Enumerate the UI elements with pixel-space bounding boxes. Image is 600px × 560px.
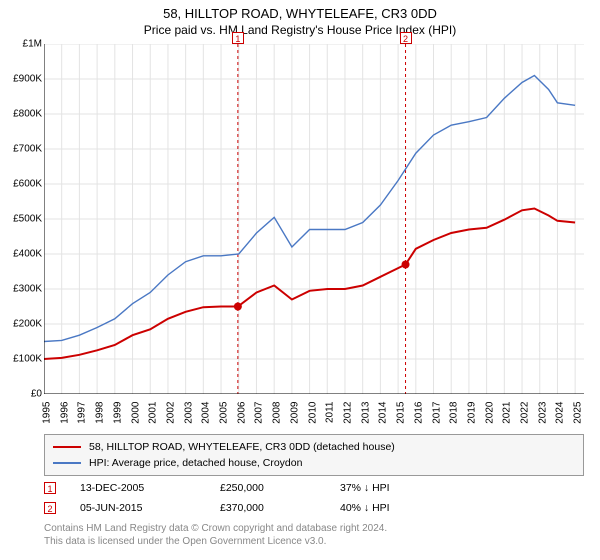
x-tick-label: 2021	[502, 402, 513, 424]
legend: 58, HILLTOP ROAD, WHYTELEAFE, CR3 0DD (d…	[44, 434, 584, 476]
transaction-marker: 2	[44, 502, 56, 514]
x-tick-label: 2004	[201, 402, 212, 424]
transaction-row: 1 13-DEC-2005£250,00037% ↓ HPI	[44, 478, 584, 498]
y-tick-label: £200K	[13, 319, 42, 330]
x-tick-label: 2007	[254, 402, 265, 424]
legend-item: 58, HILLTOP ROAD, WHYTELEAFE, CR3 0DD (d…	[53, 439, 575, 455]
legend-item: HPI: Average price, detached house, Croy…	[53, 455, 575, 471]
y-tick-label: £400K	[13, 249, 42, 260]
x-tick-label: 2011	[325, 402, 336, 424]
x-tick-label: 2025	[573, 402, 584, 424]
chart-container: 58, HILLTOP ROAD, WHYTELEAFE, CR3 0DD Pr…	[0, 0, 600, 560]
x-tick-label: 2003	[183, 402, 194, 424]
footer-line1: Contains HM Land Registry data © Crown c…	[44, 522, 584, 535]
y-tick-label: £100K	[13, 354, 42, 365]
transaction-price: £370,000	[220, 502, 340, 514]
legend-swatch	[53, 462, 81, 464]
x-tick-label: 2001	[148, 402, 159, 424]
x-tick-label: 2020	[484, 402, 495, 424]
transaction-diff: 37% ↓ HPI	[340, 482, 390, 494]
x-tick-label: 2008	[272, 402, 283, 424]
legend-swatch	[53, 446, 81, 448]
transaction-diff: 40% ↓ HPI	[340, 502, 390, 514]
page-subtitle: Price paid vs. HM Land Registry's House …	[0, 23, 600, 41]
x-tick-label: 2000	[130, 402, 141, 424]
x-tick-label: 2024	[555, 402, 566, 424]
transaction-marker: 1	[232, 32, 244, 44]
y-tick-label: £900K	[13, 74, 42, 85]
legend-label: HPI: Average price, detached house, Croy…	[89, 457, 302, 469]
transaction-date: 05-JUN-2015	[80, 502, 220, 514]
transaction-table: 1 13-DEC-2005£250,00037% ↓ HPI 2 05-JUN-201…	[44, 478, 584, 518]
footer-line2: This data is licensed under the Open Gov…	[44, 535, 584, 548]
x-tick-label: 2009	[289, 402, 300, 424]
y-tick-label: £700K	[13, 144, 42, 155]
x-tick-label: 1997	[77, 402, 88, 424]
x-tick-label: 2019	[466, 402, 477, 424]
y-tick-label: £500K	[13, 214, 42, 225]
x-tick-label: 2015	[396, 402, 407, 424]
x-tick-label: 1995	[42, 402, 53, 424]
page-title: 58, HILLTOP ROAD, WHYTELEAFE, CR3 0DD	[0, 0, 600, 23]
transaction-price: £250,000	[220, 482, 340, 494]
x-tick-label: 2023	[537, 402, 548, 424]
transaction-date: 13-DEC-2005	[80, 482, 220, 494]
x-tick-label: 2022	[520, 402, 531, 424]
x-tick-label: 2018	[449, 402, 460, 424]
y-tick-label: £300K	[13, 284, 42, 295]
x-tick-label: 2013	[360, 402, 371, 424]
transaction-marker: 2	[400, 32, 412, 44]
line-chart	[44, 44, 584, 394]
y-tick-label: £800K	[13, 109, 42, 120]
legend-label: 58, HILLTOP ROAD, WHYTELEAFE, CR3 0DD (d…	[89, 441, 395, 453]
x-tick-label: 2005	[219, 402, 230, 424]
chart-area: £0£100K£200K£300K£400K£500K£600K£700K£80…	[44, 44, 584, 394]
y-tick-label: £1M	[23, 39, 42, 50]
x-tick-label: 2017	[431, 402, 442, 424]
x-tick-label: 1996	[59, 402, 70, 424]
y-tick-label: £0	[31, 389, 42, 400]
x-tick-label: 1999	[112, 402, 123, 424]
y-tick-label: £600K	[13, 179, 42, 190]
x-tick-label: 2016	[413, 402, 424, 424]
transaction-row: 2 05-JUN-2015£370,00040% ↓ HPI	[44, 498, 584, 518]
x-tick-label: 2012	[342, 402, 353, 424]
x-tick-label: 2006	[236, 402, 247, 424]
x-tick-label: 2014	[378, 402, 389, 424]
x-tick-label: 2002	[165, 402, 176, 424]
x-tick-label: 1998	[95, 402, 106, 424]
transaction-marker: 1	[44, 482, 56, 494]
x-tick-label: 2010	[307, 402, 318, 424]
footer-attribution: Contains HM Land Registry data © Crown c…	[44, 522, 584, 548]
